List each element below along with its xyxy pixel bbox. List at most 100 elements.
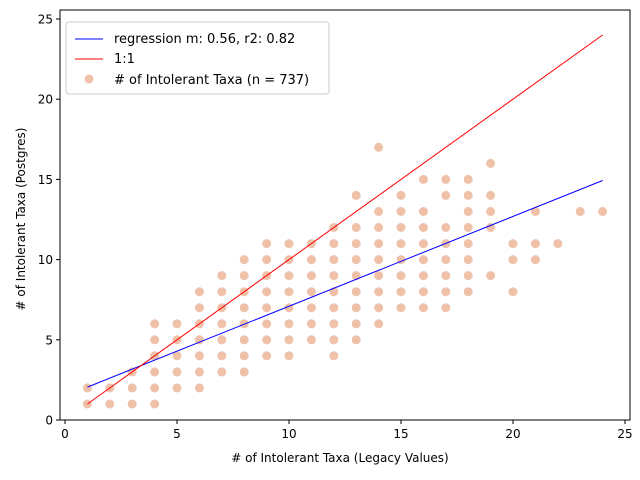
scatter-point [217,367,227,377]
scatter-point [374,255,384,265]
scatter-point [486,158,496,168]
identity-line [87,34,603,405]
scatter-point [374,287,384,297]
scatter-point [463,239,473,249]
scatter-point [150,383,160,393]
scatter-point [284,287,294,297]
scatter-point [441,271,451,281]
scatter-point [262,239,272,249]
scatter-point [150,367,160,377]
scatter-point [374,303,384,313]
scatter-point [486,190,496,200]
scatter-point [306,335,316,345]
legend: regression m: 0.56, r2: 0.82 1:1 # of In… [65,21,330,95]
scatter-point [351,303,361,313]
scatter-point [172,319,182,329]
fit-lines [87,34,603,405]
scatter-point [508,255,518,265]
legend-label-regression: regression m: 0.56, r2: 0.82 [114,32,295,47]
scatter-point [172,351,182,361]
scatter-point [150,399,160,409]
scatter-point [351,239,361,249]
scatter-point [194,287,204,297]
scatter-point [284,271,294,281]
scatter-point [172,383,182,393]
scatter-point [396,271,406,281]
scatter-point [194,367,204,377]
scatter-point [306,287,316,297]
scatter-point [396,190,406,200]
scatter-points [82,142,608,409]
legend-label-identity: 1:1 [114,52,135,67]
scatter-point [194,351,204,361]
y-tick-label: 10 [38,253,53,267]
scatter-point [418,271,428,281]
scatter-point [306,319,316,329]
scatter-point [598,207,608,216]
scatter-point [194,335,204,345]
scatter-point [217,351,227,361]
scatter-point [441,255,451,265]
x-tick-label: 15 [393,427,408,441]
scatter-point [463,255,473,265]
scatter-point [418,207,428,216]
scatter-point [396,239,406,249]
scatter-point [530,207,540,216]
scatter-point [486,223,496,232]
scatter-point [530,255,540,265]
scatter-point [418,255,428,265]
scatter-point [217,271,227,281]
scatter-point [262,303,272,313]
scatter-point [239,351,249,361]
scatter-point [463,223,473,232]
scatter-point [239,271,249,281]
scatter-point [329,319,339,329]
scatter-point [351,335,361,345]
scatter-point [486,271,496,281]
scatter-point [441,287,451,297]
scatter-point [374,271,384,281]
scatter-point [463,287,473,297]
scatter-point [418,239,428,249]
scatter-point [441,223,451,232]
y-axis-ticks: 0 5 10 15 20 25 [38,13,60,428]
scatter-point [418,287,428,297]
scatter-point [463,174,473,184]
scatter-point [284,239,294,249]
x-axis-ticks: 0 5 10 15 20 25 [61,420,633,441]
x-tick-label: 25 [617,427,632,441]
y-tick-label: 5 [45,333,53,347]
scatter-point [351,223,361,232]
scatter-point [217,287,227,297]
scatter-point [262,351,272,361]
scatter-point [172,367,182,377]
scatter-point [329,271,339,281]
scatter-point [306,255,316,265]
regression-line [87,180,603,388]
scatter-point [396,223,406,232]
scatter-point [284,335,294,345]
scatter-point [508,239,518,249]
legend-label-points: # of Intolerant Taxa (n = 737) [114,73,309,88]
scatter-point [82,383,92,393]
scatter-point [329,303,339,313]
legend-swatch-points [84,74,94,84]
scatter-point [374,223,384,232]
scatter-point [374,319,384,329]
scatter-point [329,351,339,361]
scatter-point [441,303,451,313]
scatter-point [284,319,294,329]
scatter-point [396,287,406,297]
scatter-point [239,255,249,265]
scatter-point [262,335,272,345]
plot-frame [59,9,631,421]
y-tick-label: 25 [38,13,53,27]
scatter-point [239,303,249,313]
scatter-point [418,223,428,232]
x-tick-label: 20 [505,427,520,441]
scatter-point [239,367,249,377]
y-tick-label: 0 [45,414,53,428]
scatter-point [306,271,316,281]
scatter-point [351,190,361,200]
x-tick-label: 5 [173,427,181,441]
